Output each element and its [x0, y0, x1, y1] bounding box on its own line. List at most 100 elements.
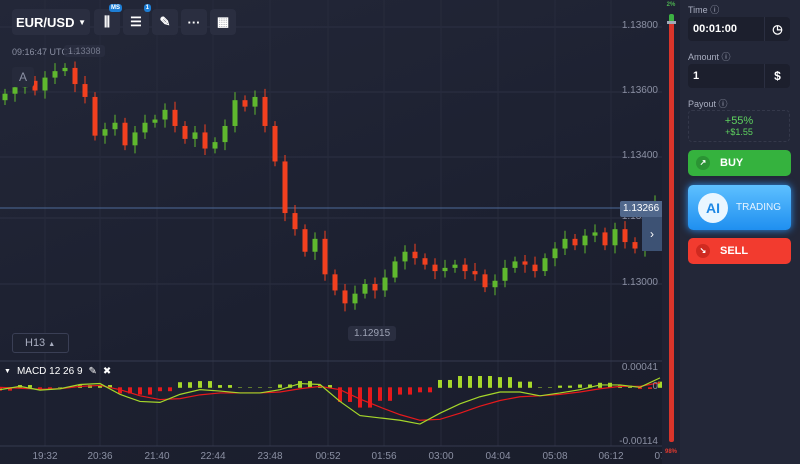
sentiment-down: 98%: [664, 449, 677, 455]
macd-histogram-bar: [48, 387, 52, 389]
layout-button[interactable]: ▦: [210, 9, 236, 35]
macd-histogram-bar: [248, 387, 252, 388]
macd-line: [0, 377, 661, 425]
macd-histogram-bar: [58, 387, 62, 388]
time-input[interactable]: 00:01:00 ◷: [688, 17, 790, 41]
candle-bullish: [152, 119, 158, 123]
candle-bearish: [82, 84, 88, 97]
macd-histogram-bar: [658, 381, 662, 388]
macd-axis-bottom: -0.00114: [619, 436, 658, 447]
payout-percent: +55%: [724, 115, 754, 127]
candle-bearish: [332, 274, 338, 291]
candle-bearish: [532, 264, 538, 272]
time-label: Time ⓘ: [688, 5, 720, 15]
arrow-down-right-icon: ↘: [696, 244, 710, 258]
macd-histogram-bar: [338, 387, 342, 402]
macd-header: ▼ MACD 12 26 9 ✎ ✖: [4, 366, 111, 377]
price-axis-label: 1.13400: [621, 150, 658, 161]
macd-histogram-bar: [298, 381, 302, 388]
candle-bearish: [432, 264, 438, 272]
time-axis-label: 19:32: [32, 451, 58, 462]
crosshair-price: 1.13308: [64, 45, 105, 57]
macd-histogram-bar: [448, 379, 452, 388]
chevron-right-icon: ›: [650, 227, 654, 241]
candle-bullish: [2, 93, 8, 101]
indicators-button[interactable]: ☰ 1: [123, 4, 151, 35]
help-icon: ⓘ: [718, 99, 728, 109]
candle-bullish: [252, 96, 258, 107]
scroll-right-button[interactable]: ›: [642, 217, 662, 251]
time-axis-label: 04:04: [485, 451, 511, 462]
ai-logo: AI: [698, 192, 728, 223]
candle-bearish: [72, 67, 78, 85]
drawing-tool-a[interactable]: A: [12, 67, 34, 87]
timeframe-label: H13: [25, 337, 46, 349]
macd-histogram-bar: [168, 387, 172, 392]
macd-histogram-bar: [238, 387, 242, 388]
macd-title: MACD 12 26 9: [16, 366, 83, 377]
candle-bullish: [492, 280, 498, 288]
macd-histogram-bar: [638, 387, 642, 389]
price-chart[interactable]: EUR/USD ▼ ⫼ MS ☰ 1 ✎ ··· ▦ 09:16:47 UTC+5 …: [0, 0, 666, 464]
sentiment-up-fill: [669, 14, 674, 22]
candle-bearish: [622, 229, 628, 243]
drawing-button[interactable]: ✎: [152, 9, 178, 35]
chevron-down-icon: ▼: [78, 17, 87, 27]
macd-histogram-bar: [388, 387, 392, 401]
price-axis-label: 1.13600: [621, 85, 658, 96]
edit-icon[interactable]: ✎: [88, 366, 97, 377]
low-price-label: 1.12915: [348, 326, 397, 341]
candle-bearish: [422, 258, 428, 265]
candle-bearish: [282, 161, 288, 214]
candle-bullish: [562, 238, 568, 249]
macd-histogram-bar: [258, 387, 262, 388]
payout-label: Payout ⓘ: [688, 99, 728, 109]
sliders-icon: ☰: [130, 14, 142, 29]
candle-bullish: [232, 100, 238, 126]
candle-bearish: [462, 264, 468, 272]
macd-histogram-bar: [178, 382, 182, 388]
macd-histogram-bar: [588, 384, 592, 388]
grid-icon: ▦: [216, 14, 230, 29]
sell-button[interactable]: ↘ SELL: [688, 238, 791, 264]
time-axis-label: 20:36: [87, 451, 113, 462]
macd-histogram-bar: [398, 387, 402, 395]
candle-bearish: [342, 290, 348, 304]
sentiment-divider: [667, 21, 676, 24]
macd-histogram-bar: [418, 387, 422, 393]
candle-bullish: [192, 132, 198, 139]
ai-trading-button[interactable]: AI TRADING: [688, 185, 791, 230]
macd-histogram-bar: [8, 387, 12, 391]
candle-bearish: [92, 96, 98, 136]
collapse-icon[interactable]: ▼: [4, 368, 11, 375]
candle-bearish: [322, 238, 328, 275]
pair-selector[interactable]: EUR/USD ▼: [12, 9, 90, 35]
macd-histogram-bar: [548, 387, 552, 388]
macd-histogram-bar: [198, 381, 202, 388]
time-axis-label: 07: [654, 451, 666, 462]
candle-bearish: [302, 229, 308, 252]
candle-bullish: [512, 261, 518, 268]
candle-bearish: [122, 122, 128, 146]
timeframe-selector[interactable]: H13 ▲: [12, 333, 69, 353]
candles-icon: ⫼: [104, 14, 110, 29]
sentiment-up: 2%: [666, 2, 676, 8]
price-axis-label: 1.13000: [621, 277, 658, 288]
macd-histogram-bar: [108, 385, 112, 388]
time-axis-label: 23:48: [257, 451, 283, 462]
macd-histogram-bar: [648, 387, 652, 389]
macd-histogram-bar: [518, 381, 522, 388]
macd-histogram-bar: [218, 385, 222, 388]
more-button[interactable]: ···: [181, 9, 207, 35]
buy-button[interactable]: ↗ BUY: [688, 150, 791, 176]
amount-input[interactable]: 1 $: [688, 64, 790, 88]
close-icon[interactable]: ✖: [102, 366, 112, 377]
clock-icon[interactable]: ◷: [764, 17, 790, 41]
candle-bullish: [162, 109, 168, 120]
macd-histogram-bar: [268, 387, 272, 388]
candle-bullish: [12, 87, 18, 94]
dollar-icon[interactable]: $: [764, 64, 790, 88]
chart-type-button[interactable]: ⫼ MS: [94, 4, 122, 35]
candle-bearish: [292, 213, 298, 230]
macd-histogram-bar: [148, 387, 152, 395]
